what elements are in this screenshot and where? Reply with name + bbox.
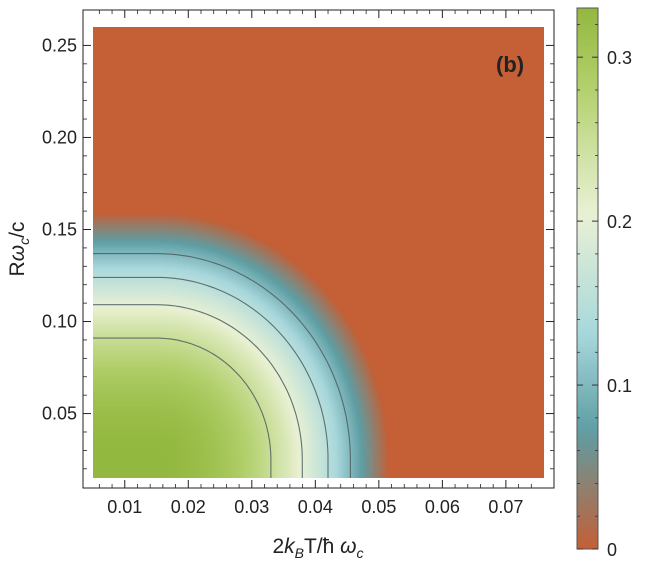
y-tick-label: 0.10	[42, 312, 77, 332]
x-tick-label: 0.04	[298, 497, 333, 517]
contour-line-3	[93, 276, 329, 478]
colorbar-gradient	[576, 7, 599, 550]
y-axis-label: Rωc/c	[6, 222, 32, 277]
y-axis: 0.05 0.10 0.15 0.20 0.25	[42, 35, 554, 470]
colorbar: 0 0.1 0.2 0.3	[576, 7, 632, 560]
plot-frame	[82, 9, 555, 489]
x-axis-label: 2kBT/ħ ωc	[272, 535, 363, 561]
panel-label: (b)	[496, 52, 524, 77]
colorbar-tick-label: 0	[607, 540, 617, 560]
contour-line-1	[93, 337, 272, 478]
contour-lines	[93, 253, 351, 478]
x-tick-label: 0.07	[488, 497, 523, 517]
x-axis: 0.01 0.02 0.03 0.04 0.05 0.06 0.07	[98, 10, 532, 517]
x-tick-label: 0.05	[361, 497, 396, 517]
x-tick-label: 0.06	[425, 497, 460, 517]
plot-area	[93, 27, 544, 478]
contour-line-2	[93, 304, 303, 478]
heatmap-surface	[93, 27, 544, 478]
y-tick-label: 0.25	[42, 35, 77, 55]
y-tick-label: 0.05	[42, 404, 77, 424]
colorbar-tick-label: 0.2	[607, 212, 632, 232]
y-tick-label: 0.20	[42, 127, 77, 147]
colorbar-ticks: 0 0.1 0.2 0.3	[577, 23, 632, 560]
x-tick-label: 0.01	[107, 497, 142, 517]
x-tick-label: 0.03	[234, 497, 269, 517]
x-tick-label: 0.02	[171, 497, 206, 517]
y-tick-label: 0.15	[42, 219, 77, 239]
colorbar-tick-label: 0.3	[607, 48, 632, 68]
colorbar-tick-label: 0.1	[607, 376, 632, 396]
contour-line-4	[93, 253, 351, 478]
